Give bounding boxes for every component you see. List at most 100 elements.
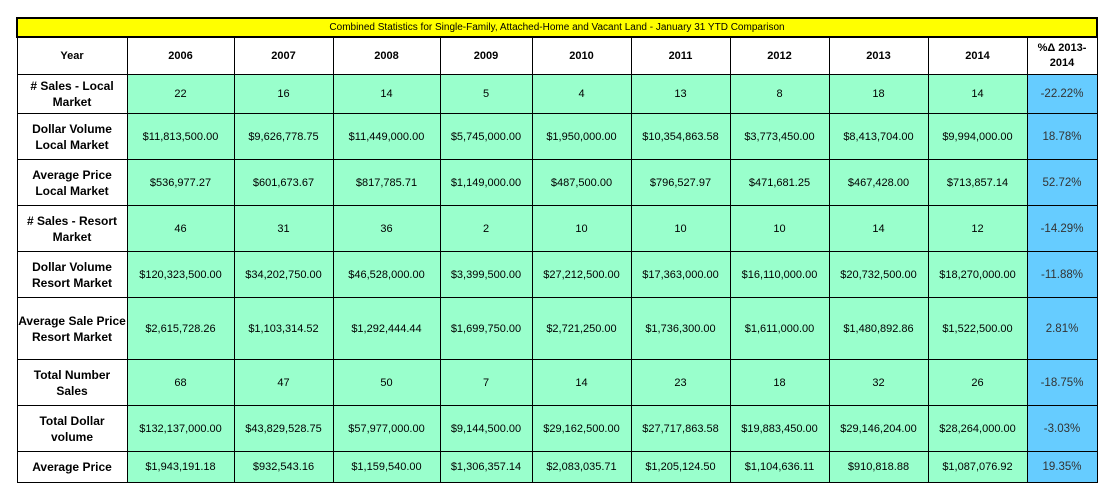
value-cell: 10 [729, 205, 830, 252]
year-header-cell: 2006 [126, 36, 235, 75]
table-row: Average Price Local Market $536,977.27 $60… [16, 159, 1098, 206]
value-cell: 50 [332, 359, 441, 406]
value-cell: $713,857.14 [927, 159, 1028, 206]
value-cell: $120,323,500.00 [126, 251, 235, 298]
value-cell: $1,149,000.00 [439, 159, 533, 206]
pct-change-cell: 19.35% [1026, 451, 1098, 483]
value-cell: 22 [126, 74, 235, 114]
title-row: Combined Statistics for Single-Family, A… [15, 17, 1099, 38]
value-cell: $9,144,500.00 [439, 405, 533, 452]
pct-change-cell: -22.22% [1026, 74, 1098, 114]
pct-change-cell: -18.75% [1026, 359, 1098, 406]
value-cell: $1,522,500.00 [927, 297, 1028, 360]
row-label: Total Dollar volume [16, 405, 128, 452]
value-cell: 12 [927, 205, 1028, 252]
value-cell: 10 [531, 205, 632, 252]
value-cell: 2 [439, 205, 533, 252]
value-cell: $2,615,728.26 [126, 297, 235, 360]
value-cell: 18 [729, 359, 830, 406]
value-cell: 47 [233, 359, 334, 406]
value-cell: $932,543.16 [233, 451, 334, 483]
value-cell: 14 [828, 205, 929, 252]
value-cell: $28,264,000.00 [927, 405, 1028, 452]
value-cell: $43,829,528.75 [233, 405, 334, 452]
value-cell: $2,083,035.71 [531, 451, 632, 483]
row-label: Dollar Volume Resort Market [16, 251, 128, 298]
table-row: Average Sale Price Resort Market $2,615,7… [16, 297, 1098, 360]
value-cell: $18,270,000.00 [927, 251, 1028, 298]
value-cell: $1,104,636.11 [729, 451, 830, 483]
value-cell: $1,611,000.00 [729, 297, 830, 360]
year-header-cell: 2014 [927, 36, 1028, 75]
value-cell: $20,732,500.00 [828, 251, 929, 298]
header-row: Year 2006 2007 2008 2009 2010 2011 2012 … [16, 36, 1098, 75]
year-header-cell: 2011 [630, 36, 731, 75]
value-cell: 14 [531, 359, 632, 406]
value-cell: $910,818.88 [828, 451, 929, 483]
table-row: Average Price $1,943,191.18 $932,543.16 $1,… [16, 451, 1098, 483]
table-row: Dollar Volume Resort Market $120,323,500.… [16, 251, 1098, 298]
value-cell: $11,449,000.00 [332, 113, 441, 160]
stats-table: Combined Statistics for Single-Family, A… [15, 17, 1099, 483]
value-cell: $601,673.67 [233, 159, 334, 206]
value-cell: $1,480,892.86 [828, 297, 929, 360]
value-cell: $16,110,000.00 [729, 251, 830, 298]
value-cell: 32 [828, 359, 929, 406]
value-cell: 26 [927, 359, 1028, 406]
pct-change-cell: 18.78% [1026, 113, 1098, 160]
year-header-cell: 2007 [233, 36, 334, 75]
value-cell: $1,306,357.14 [439, 451, 533, 483]
row-label: Total Number Sales [16, 359, 128, 406]
value-cell: $3,773,450.00 [729, 113, 830, 160]
value-cell: $471,681.25 [729, 159, 830, 206]
value-cell: $487,500.00 [531, 159, 632, 206]
pct-change-cell: 2.81% [1026, 297, 1098, 360]
year-header-cell: 2013 [828, 36, 929, 75]
year-header: Year [16, 36, 128, 75]
value-cell: $2,721,250.00 [531, 297, 632, 360]
value-cell: $1,159,540.00 [332, 451, 441, 483]
value-cell: $27,212,500.00 [531, 251, 632, 298]
table-row: # Sales - Resort Market 46 31 36 2 10 10 10 14 12… [16, 205, 1098, 252]
value-cell: $9,994,000.00 [927, 113, 1028, 160]
value-cell: $1,292,444.44 [332, 297, 441, 360]
row-label: Average Sale Price Resort Market [16, 297, 128, 360]
value-cell: $1,943,191.18 [126, 451, 235, 483]
value-cell: $1,736,300.00 [630, 297, 731, 360]
table-row: Total Dollar volume $132,137,000.00 $43,82… [16, 405, 1098, 452]
pct-change-cell: -11.88% [1026, 251, 1098, 298]
table-row: Dollar Volume Local Market $11,813,500.00… [16, 113, 1098, 160]
value-cell: 8 [729, 74, 830, 114]
row-label: Average Price [16, 451, 128, 483]
value-cell: 36 [332, 205, 441, 252]
pct-change-cell: -14.29% [1026, 205, 1098, 252]
pct-change-header: %Δ 2013-2014 [1026, 36, 1098, 75]
year-header-cell: 2012 [729, 36, 830, 75]
value-cell: 4 [531, 74, 632, 114]
value-cell: $29,162,500.00 [531, 405, 632, 452]
value-cell: $1,103,314.52 [233, 297, 334, 360]
value-cell: $34,202,750.00 [233, 251, 334, 298]
table-row: Total Number Sales 68 47 50 7 14 23 18 32 26 -18.7… [16, 359, 1098, 406]
value-cell: $9,626,778.75 [233, 113, 334, 160]
value-cell: $46,528,000.00 [332, 251, 441, 298]
value-cell: $10,354,863.58 [630, 113, 731, 160]
value-cell: $1,950,000.00 [531, 113, 632, 160]
value-cell: $11,813,500.00 [126, 113, 235, 160]
value-cell: 23 [630, 359, 731, 406]
value-cell: 10 [630, 205, 731, 252]
table-title: Combined Statistics for Single-Family, A… [15, 17, 1099, 38]
value-cell: $57,977,000.00 [332, 405, 441, 452]
value-cell: $1,087,076.92 [927, 451, 1028, 483]
row-label: Dollar Volume Local Market [16, 113, 128, 160]
table-row: # Sales - Local Market 22 16 14 5 4 13 8 18 14 -22… [16, 74, 1098, 114]
value-cell: $796,527.97 [630, 159, 731, 206]
value-cell: $29,146,204.00 [828, 405, 929, 452]
value-cell: 31 [233, 205, 334, 252]
value-cell: 14 [332, 74, 441, 114]
pct-change-cell: 52.72% [1026, 159, 1098, 206]
row-label: # Sales - Local Market [16, 74, 128, 114]
value-cell: $1,699,750.00 [439, 297, 533, 360]
value-cell: $8,413,704.00 [828, 113, 929, 160]
value-cell: $19,883,450.00 [729, 405, 830, 452]
